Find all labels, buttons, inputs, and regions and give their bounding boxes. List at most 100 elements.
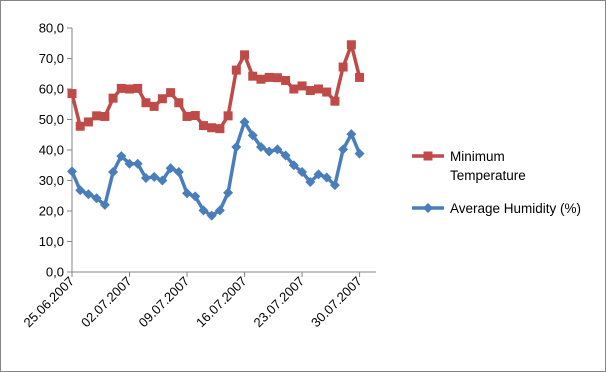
data-point [91, 193, 102, 204]
data-point [182, 111, 192, 121]
data-point [239, 116, 250, 127]
legend-marker [423, 151, 433, 161]
data-point [321, 172, 332, 183]
data-point [354, 148, 365, 159]
data-point [255, 141, 266, 152]
legend-label: Minimum [450, 149, 505, 164]
data-point [346, 129, 357, 140]
data-point [116, 83, 126, 93]
data-point [247, 130, 258, 141]
series-line [70, 120, 362, 218]
data-point [330, 96, 340, 106]
data-point [280, 150, 291, 161]
legend-label: Average Humidity (%) [450, 201, 581, 216]
data-point [190, 191, 201, 202]
data-point [67, 166, 77, 177]
data-point [124, 158, 135, 169]
data-point [215, 124, 225, 134]
data-point [190, 111, 200, 121]
data-point [256, 74, 266, 84]
chart-axes [71, 28, 376, 273]
data-point [182, 188, 193, 199]
y-tick-label: 80,0 [39, 21, 64, 36]
data-point [313, 84, 323, 94]
legend-item: Minimum Temperature [412, 149, 526, 183]
x-tick-label: 25.06.2007 [20, 274, 77, 331]
data-point [67, 89, 77, 99]
x-tick-label: 09.07.2007 [136, 274, 193, 331]
data-point [272, 144, 283, 155]
data-point [166, 88, 176, 98]
data-point [231, 65, 241, 75]
x-axis-ticks: 25.06.2007 02.07.2007 09.07.2007 16.07.2007… [20, 272, 365, 331]
data-point [99, 199, 110, 210]
data-point [240, 50, 250, 60]
y-tick-label: 70,0 [39, 51, 64, 66]
y-tick-label: 40,0 [39, 143, 64, 158]
data-point [149, 171, 160, 182]
data-point [75, 185, 86, 196]
data-point [100, 111, 110, 121]
data-point [297, 166, 308, 177]
data-point [108, 93, 118, 103]
data-point [141, 98, 151, 108]
y-axis-ticks: 0,0 10,0 20,0 30,0 40,0 50,0 60,0 70,0 80,0 [39, 21, 72, 280]
data-point [157, 94, 167, 104]
data-point [264, 146, 275, 157]
data-point [108, 166, 119, 177]
series-layer [67, 40, 365, 221]
data-point [289, 84, 299, 94]
data-point [92, 111, 102, 121]
data-point [125, 84, 135, 94]
x-tick-label: 30.07.2007 [308, 274, 365, 331]
legend-item: Average Humidity (%) [412, 201, 581, 216]
data-point [132, 158, 143, 169]
data-point [248, 71, 258, 81]
data-point [322, 87, 332, 97]
data-point [140, 173, 151, 184]
legend-label: Temperature [450, 168, 526, 183]
data-point [297, 81, 307, 91]
data-point [355, 72, 365, 82]
data-point [206, 210, 217, 221]
legend: Minimum Temperature Average Humidity (%) [412, 149, 581, 216]
data-point [165, 163, 176, 174]
data-point [214, 205, 225, 216]
series-minimum-temperature [67, 40, 365, 134]
data-point [83, 117, 93, 127]
series-average-humidity [67, 116, 365, 221]
y-tick-label: 30,0 [39, 173, 64, 188]
data-point [338, 62, 348, 72]
data-point [157, 175, 168, 186]
y-tick-label: 20,0 [39, 204, 64, 219]
data-point [75, 121, 85, 131]
data-point [173, 166, 184, 177]
data-point [223, 187, 234, 198]
x-tick-label: 16.07.2007 [193, 274, 250, 331]
y-tick-label: 0,0 [46, 265, 64, 280]
y-tick-label: 10,0 [39, 234, 64, 249]
data-point [198, 121, 208, 131]
data-point [133, 83, 143, 93]
data-point [346, 40, 356, 50]
data-point [174, 98, 184, 108]
data-point [116, 151, 127, 162]
data-point [338, 144, 349, 155]
data-point [149, 101, 159, 111]
data-point [305, 177, 316, 188]
x-tick-label: 23.07.2007 [251, 274, 308, 331]
data-point [198, 205, 209, 216]
data-point [272, 73, 282, 83]
data-point [313, 169, 324, 180]
data-point [329, 180, 340, 191]
data-point [264, 72, 274, 82]
data-point [288, 160, 299, 171]
data-point [305, 86, 315, 96]
data-point [83, 189, 94, 200]
x-tick-label: 02.07.2007 [78, 274, 135, 331]
data-point [223, 111, 233, 121]
data-point [231, 141, 242, 152]
data-point [207, 123, 217, 133]
